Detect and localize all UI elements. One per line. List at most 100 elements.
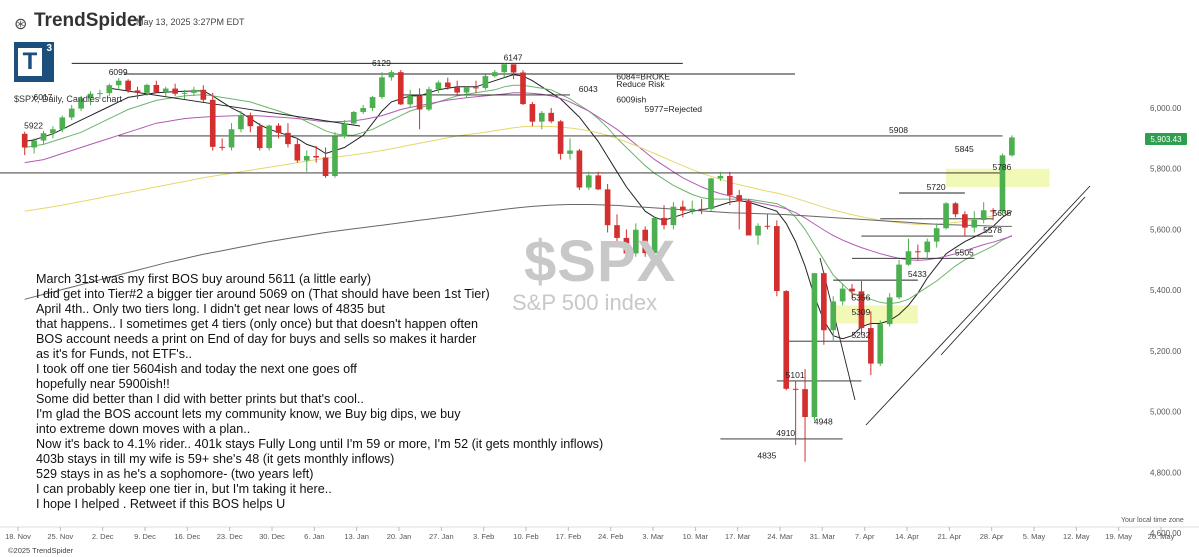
highlight-zone [833,305,918,324]
level-annotation: 4835 [757,451,776,461]
y-tick-label: 5,200.00 [1150,347,1182,356]
y-tick-label: 5,000.00 [1150,408,1182,417]
candle-body [604,189,611,226]
candle-body [858,291,865,329]
level-annotation: 6017 [34,92,53,102]
candle-body [943,203,949,229]
trendline [865,185,1091,426]
price-badge-label: 5,903.43 [1150,135,1182,144]
candle-body [426,89,432,110]
candle-body [736,195,743,202]
candle-body [78,98,84,109]
commentary-line: I hope I helped . Retweet if this BOS he… [36,497,286,511]
candle-body [454,87,460,93]
candle-body [595,175,602,190]
candle-body [689,208,696,211]
candle-body [764,225,771,227]
x-tick-label: 25. Nov [47,532,73,541]
commentary-line: hopefully near 5900ish!! [36,377,170,391]
candle-body [322,157,329,176]
candle-body [266,125,272,149]
commentary-line: into extreme down moves with a plan.. [36,422,251,436]
x-tick-label: 26. May [1148,532,1175,541]
candle-body [106,85,113,94]
candle-body [661,217,667,226]
trendspider-logo-icon: ⊛ [14,16,28,33]
candle-body [717,176,724,179]
y-tick-label: 5,400.00 [1150,286,1182,295]
candle-body [839,288,846,302]
candle-body [510,64,517,73]
candle-body [538,112,545,122]
candle-body [933,228,940,242]
candle-body [341,123,348,137]
price-badge-bg [1145,133,1187,145]
candle-body [548,112,555,122]
candle-body [115,80,122,86]
candle-body [40,133,47,141]
candle-body [407,95,413,105]
level-annotation: 5356 [851,293,870,303]
level-annotation: 6043 [579,84,598,94]
candle-body [134,90,141,93]
candle-body [144,84,150,93]
candle-body [125,80,131,91]
candle-body [830,301,837,331]
commentary-line: I can probably keep one tier in, but I'm… [36,482,332,496]
candle-body [915,251,921,253]
candle-body [172,88,178,94]
x-tick-label: 16. Dec [174,532,200,541]
candle-body [162,88,169,93]
x-tick-label: 28. Apr [980,532,1004,541]
brand-logo: TrendSpider [34,10,145,31]
candle-body [350,111,357,124]
x-tick-label: 24. Feb [598,532,623,541]
candle-body [755,225,761,236]
trendline [940,196,1086,356]
commentary-line: I did get into Tier#2 a bigger tier arou… [36,287,490,301]
y-tick-label: 4,800.00 [1150,468,1182,477]
x-tick-label: 13. Jan [344,532,369,541]
x-tick-label: 10. Mar [683,532,709,541]
candle-body [153,84,160,93]
candle-body [228,129,235,148]
level-annotation: 5578 [983,225,1002,235]
x-axis: 18. Nov 25. Nov 2. Dec 9. Dec 16. Dec 23. Dec… [0,526,1199,541]
candle-body [501,64,508,73]
level-annotation: 5720 [927,182,946,192]
candle-body [642,229,649,254]
candle-body [792,388,799,390]
moving-average-line [24,84,1013,305]
candle-body [369,97,376,108]
candle-body [388,72,395,78]
candle-body [191,89,197,93]
candle-body [698,208,705,210]
candle-body [623,237,630,254]
candle-body [708,178,714,210]
candle-body [877,324,884,364]
y-tick-label: 6,000.00 [1150,104,1182,113]
candle-body [585,175,592,188]
candle-body [247,115,254,127]
candle-body [680,206,686,211]
candle-body [444,82,451,88]
level-annotation: 5505 [955,247,974,257]
x-tick-label: 6. Jan [304,532,324,541]
level-annotation: 5433 [908,269,927,279]
level-annotation: 6099 [109,67,128,77]
candle-body [886,297,893,325]
level-annotation: 5922 [24,121,43,131]
x-tick-label: 9. Dec [134,532,156,541]
level-annotation: 6147 [504,52,523,62]
watermark-name: S&P 500 index [512,290,658,315]
candle-body [397,72,404,105]
x-tick-label: 3. Mar [642,532,664,541]
level-annotation: 5309 [851,307,870,317]
copyright: ©2025 TrendSpider [8,546,74,555]
candle-body [990,210,996,212]
moving-average-line [24,92,1013,261]
candle-body [557,121,564,154]
candle-body [50,129,56,134]
level-annotation: 6084=BROKE [616,72,670,82]
